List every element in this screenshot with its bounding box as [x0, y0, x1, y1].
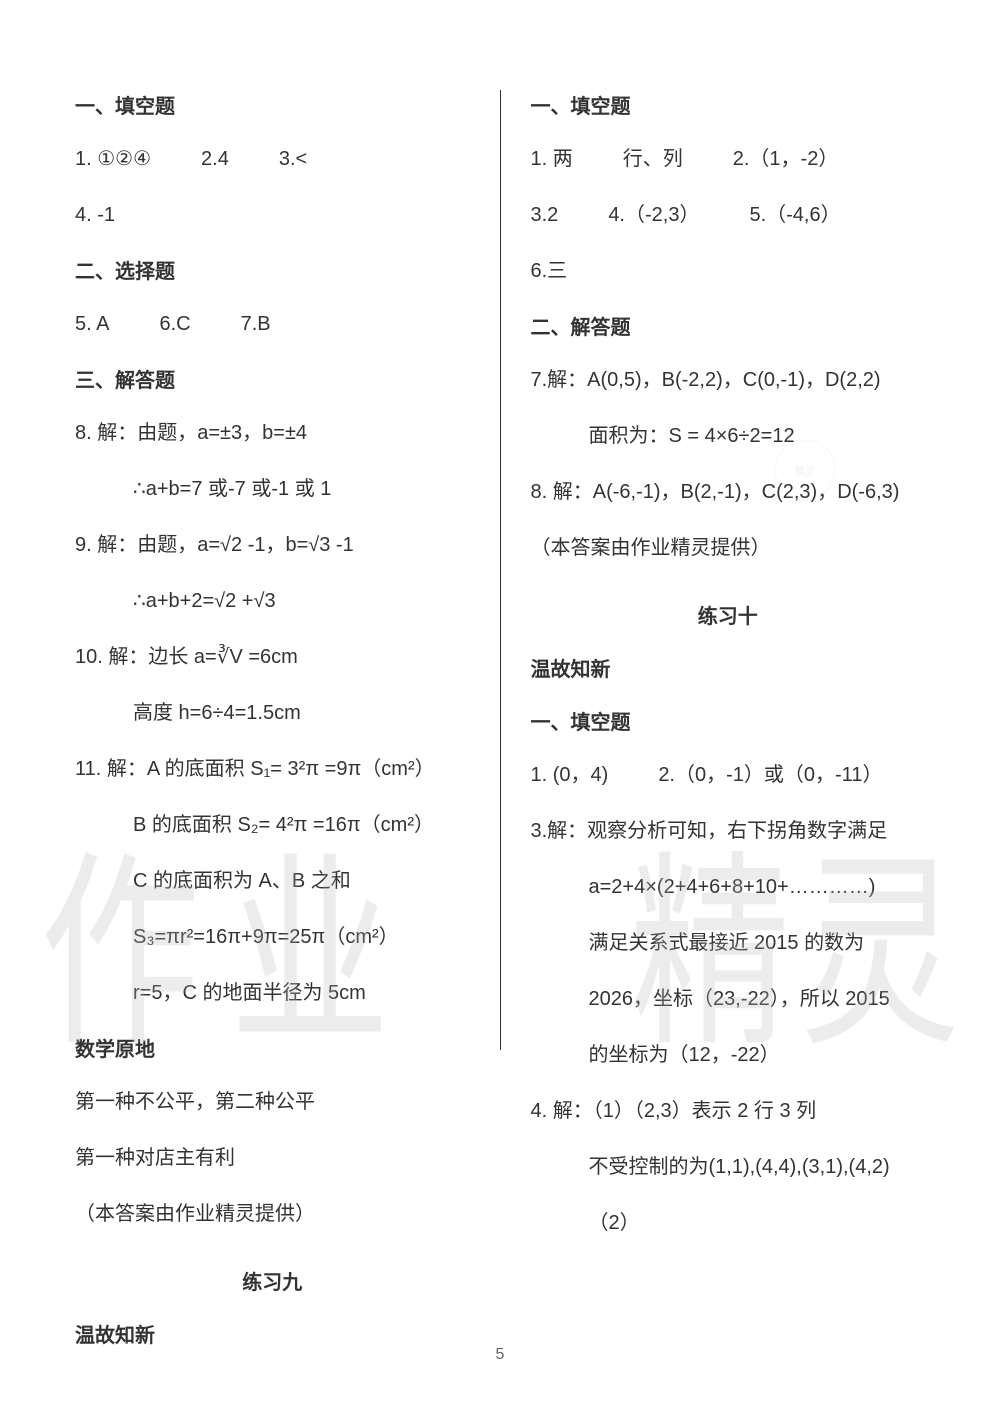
solution-line: 10. 解：边长 a=∛V =6cm [75, 641, 470, 673]
solution-line: S₃=πr²=16π+9π=25π（cm²） [75, 921, 470, 953]
answer-item: 4. -1 [75, 199, 470, 231]
solution-line: 3.解：观察分析可知，右下拐角数字满足 [531, 815, 926, 847]
solution-line: 高度 h=6÷4=1.5cm [75, 697, 470, 729]
section-heading: 一、填空题 [531, 706, 926, 735]
answer-item: 4.（-2,3） [608, 199, 699, 231]
page-number: 5 [496, 1346, 505, 1364]
section-heading: 温故知新 [531, 653, 926, 682]
solution-line: 8. 解：由题，a=±3，b=±4 [75, 417, 470, 449]
solution-line: 第一种对店主有利 [75, 1142, 470, 1174]
solution-line: 8. 解：A(-6,-1)，B(2,-1)，C(2,3)，D(-6,3) [531, 476, 926, 508]
solution-line: 7.解：A(0,5)，B(-2,2)，C(0,-1)，D(2,2) [531, 364, 926, 396]
solution-line: ∴a+b+2=√2 +√3 [75, 585, 470, 617]
section-heading: 二、解答题 [531, 311, 926, 340]
exercise-title: 练习十 [531, 600, 926, 629]
answer-row: 1. ①②④ 2.4 3.< [75, 143, 470, 175]
answer-item: 2.（1，-2） [733, 143, 839, 175]
solution-line: ∴a+b=7 或-7 或-1 或 1 [75, 473, 470, 505]
answer-row: 5. A 6.C 7.B [75, 308, 470, 340]
solution-line: 9. 解：由题，a=√2 -1，b=√3 -1 [75, 529, 470, 561]
answer-item: 3.2 [531, 199, 559, 231]
answer-item: 1. (0，4) [531, 759, 609, 791]
answer-item: 2.4 [201, 143, 229, 175]
solution-line: （本答案由作业精灵提供） [75, 1198, 470, 1230]
answer-item: 6.三 [531, 255, 926, 287]
section-heading: 三、解答题 [75, 364, 470, 393]
solution-line: 第一种不公平，第二种公平 [75, 1086, 470, 1118]
solution-line: 2026，坐标（23,-22），所以 2015 [531, 983, 926, 1015]
solution-line: C 的底面积为 A、B 之和 [75, 865, 470, 897]
answer-row: 1. 两 行、列 2.（1，-2） [531, 143, 926, 175]
left-column: 一、填空题 1. ①②④ 2.4 3.< 4. -1 二、选择题 5. A 6.… [75, 90, 470, 1290]
answer-item: 1. ①②④ [75, 143, 151, 175]
answer-item: 7.B [241, 308, 271, 340]
solution-line: （本答案由作业精灵提供） [531, 532, 926, 564]
section-heading: 数学原地 [75, 1033, 470, 1062]
section-heading: 一、填空题 [531, 90, 926, 119]
answer-item: 行、列 [623, 143, 683, 175]
section-heading: 一、填空题 [75, 90, 470, 119]
answer-item: 5. A [75, 308, 109, 340]
right-column: 一、填空题 1. 两 行、列 2.（1，-2） 3.2 4.（-2,3） 5.（… [531, 90, 926, 1290]
section-heading: 温故知新 [75, 1319, 470, 1348]
answer-row: 1. (0，4) 2.（0，-1）或（0，-11） [531, 759, 926, 791]
solution-line: 面积为：S = 4×6÷2=12 [531, 420, 926, 452]
exercise-title: 练习九 [75, 1266, 470, 1295]
solution-line: 11. 解：A 的底面积 S₁= 3²π =9π（cm²） [75, 753, 470, 785]
solution-line: r=5，C 的地面半径为 5cm [75, 977, 470, 1009]
content-columns: 一、填空题 1. ①②④ 2.4 3.< 4. -1 二、选择题 5. A 6.… [75, 90, 925, 1290]
solution-line: 4. 解：（1）（2,3）表示 2 行 3 列 [531, 1095, 926, 1127]
answer-item: 3.< [279, 143, 307, 175]
solution-line: 的坐标为（12，-22） [531, 1039, 926, 1071]
section-heading: 二、选择题 [75, 255, 470, 284]
answer-row: 3.2 4.（-2,3） 5.（-4,6） [531, 199, 926, 231]
solution-line: 满足关系式最接近 2015 的数为 [531, 927, 926, 959]
solution-line: （2） [531, 1207, 926, 1239]
solution-line: B 的底面积 S₂= 4²π =16π（cm²） [75, 809, 470, 841]
answer-item: 2.（0，-1）或（0，-11） [658, 759, 882, 791]
answer-item: 5.（-4,6） [749, 199, 840, 231]
solution-line: 不受控制的为(1,1),(4,4),(3,1),(4,2) [531, 1151, 926, 1183]
answer-item: 1. 两 [531, 143, 573, 175]
column-divider [500, 90, 501, 1050]
answer-item: 6.C [159, 308, 190, 340]
solution-line: a=2+4×(2+4+6+8+10+…………) [531, 871, 926, 903]
